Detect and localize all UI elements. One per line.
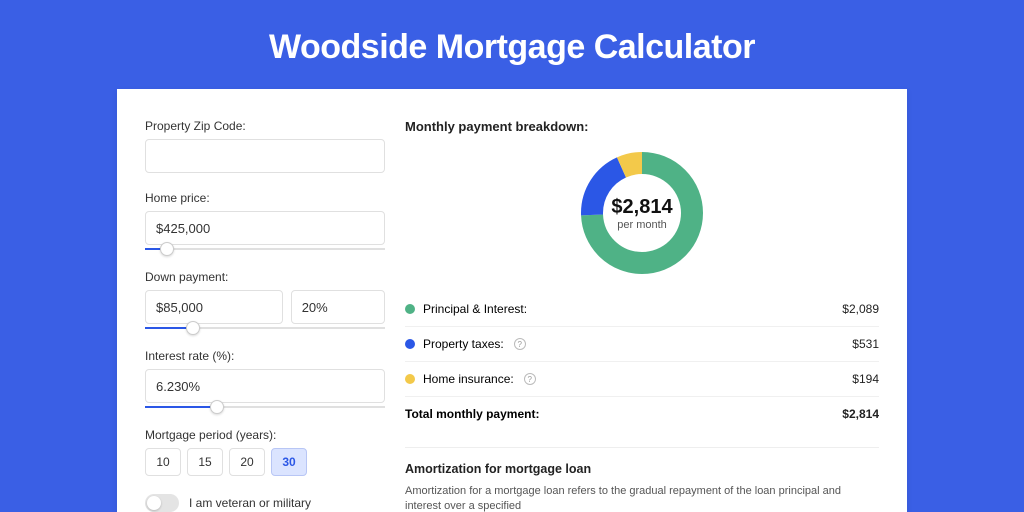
veteran-toggle[interactable] (145, 494, 179, 512)
donut-amount: $2,814 (611, 196, 672, 219)
form-column: Property Zip Code: Home price: Down paym… (145, 119, 405, 512)
down-payment-slider[interactable] (145, 323, 385, 335)
home-price-slider[interactable] (145, 244, 385, 256)
slider-thumb[interactable] (210, 400, 224, 414)
home-price-label: Home price: (145, 191, 385, 205)
slider-thumb[interactable] (160, 242, 174, 256)
down-payment-amount-input[interactable] (145, 290, 283, 324)
breakdown-label: Property taxes: (423, 337, 504, 351)
total-value: $2,814 (842, 407, 879, 421)
breakdown-row: Property taxes:? $531 (405, 327, 879, 362)
breakdown-row: Home insurance:? $194 (405, 362, 879, 397)
breakdown-label: Principal & Interest: (423, 302, 527, 316)
breakdown-row: Principal & Interest: $2,089 (405, 292, 879, 327)
breakdown-rows: Principal & Interest: $2,089 Property taxe… (405, 292, 879, 397)
breakdown-value: $2,089 (842, 302, 879, 316)
amortization-section: Amortization for mortgage loan Amortizat… (405, 447, 879, 512)
amortization-title: Amortization for mortgage loan (405, 462, 879, 476)
zip-label: Property Zip Code: (145, 119, 385, 133)
calculator-card: Property Zip Code: Home price: Down paym… (117, 89, 907, 512)
legend-dot (405, 374, 415, 384)
veteran-label: I am veteran or military (189, 496, 311, 510)
zip-field-group: Property Zip Code: (145, 119, 385, 173)
mortgage-period-field-group: Mortgage period (years): 10152030 (145, 428, 385, 476)
donut-chart-wrap: $2,814 per month (405, 144, 879, 292)
donut-chart: $2,814 per month (577, 148, 707, 278)
down-payment-field-group: Down payment: (145, 270, 385, 335)
interest-rate-field-group: Interest rate (%): (145, 349, 385, 414)
home-price-input[interactable] (145, 211, 385, 245)
legend-dot (405, 304, 415, 314)
mortgage-period-option-30[interactable]: 30 (271, 448, 307, 476)
slider-fill (145, 406, 217, 408)
mortgage-period-label: Mortgage period (years): (145, 428, 385, 442)
breakdown-column: Monthly payment breakdown: $2,814 per mo… (405, 119, 879, 512)
donut-sub: per month (617, 219, 667, 231)
down-payment-percent-input[interactable] (291, 290, 385, 324)
breakdown-label: Home insurance: (423, 372, 514, 386)
breakdown-value: $531 (852, 337, 879, 351)
breakdown-value: $194 (852, 372, 879, 386)
veteran-toggle-row: I am veteran or military (145, 494, 385, 512)
interest-rate-slider[interactable] (145, 402, 385, 414)
breakdown-title: Monthly payment breakdown: (405, 119, 879, 134)
help-icon[interactable]: ? (514, 338, 526, 350)
interest-rate-input[interactable] (145, 369, 385, 403)
donut-center: $2,814 per month (577, 148, 707, 278)
home-price-field-group: Home price: (145, 191, 385, 256)
down-payment-label: Down payment: (145, 270, 385, 284)
slider-thumb[interactable] (186, 321, 200, 335)
page-title: Woodside Mortgage Calculator (0, 0, 1024, 89)
total-label: Total monthly payment: (405, 407, 539, 421)
interest-rate-label: Interest rate (%): (145, 349, 385, 363)
amortization-text: Amortization for a mortgage loan refers … (405, 484, 879, 512)
mortgage-period-option-20[interactable]: 20 (229, 448, 265, 476)
help-icon[interactable]: ? (524, 373, 536, 385)
mortgage-period-option-15[interactable]: 15 (187, 448, 223, 476)
breakdown-total-row: Total monthly payment: $2,814 (405, 397, 879, 431)
legend-dot (405, 339, 415, 349)
slider-track (145, 248, 385, 250)
mortgage-period-options: 10152030 (145, 448, 385, 476)
zip-input[interactable] (145, 139, 385, 173)
mortgage-period-option-10[interactable]: 10 (145, 448, 181, 476)
